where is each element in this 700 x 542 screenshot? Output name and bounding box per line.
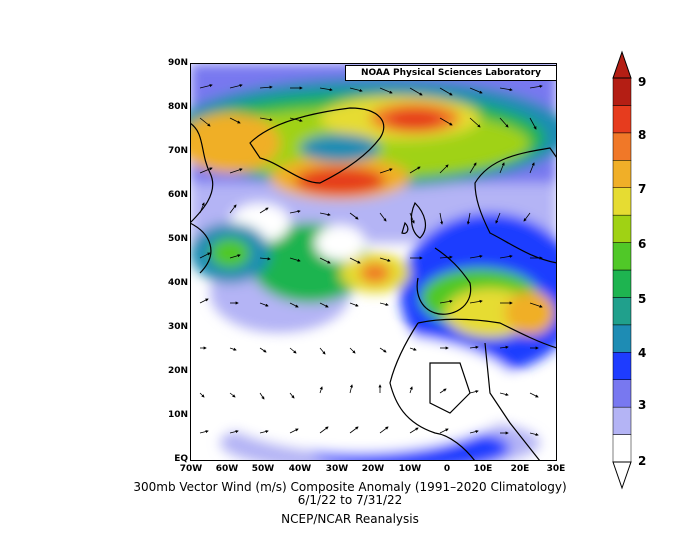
colorbar xyxy=(612,50,632,490)
colorbar-label-9: 9 xyxy=(638,75,647,89)
colorbar-label-6: 6 xyxy=(638,237,647,251)
colorbar-swatch xyxy=(612,105,632,134)
lon-label-20e: 20E xyxy=(510,464,530,474)
caption-source: NCEP/NCAR Reanalysis xyxy=(281,512,419,526)
lab-label: NOAA Physical Sciences Laboratory xyxy=(345,65,557,81)
lon-label-40w: 40W xyxy=(288,464,312,474)
lon-label-10e: 10E xyxy=(473,464,493,474)
lat-label-40n: 40N xyxy=(167,278,188,288)
colorbar-max-arrow xyxy=(612,50,632,79)
lon-label-30w: 30W xyxy=(325,464,349,474)
colorbar-swatch xyxy=(612,160,632,188)
colorbar-swatch xyxy=(612,434,632,463)
colorbar-swatch xyxy=(612,379,632,408)
colorbar-label-7: 7 xyxy=(638,182,647,196)
colorbar-label-3: 3 xyxy=(638,398,647,412)
lon-label-30e: 30E xyxy=(546,464,566,474)
lon-label-0: 0 xyxy=(443,464,451,474)
lat-label-80n: 80N xyxy=(167,102,188,112)
colorbar-swatch xyxy=(612,352,632,380)
colorbar-label-2: 2 xyxy=(638,454,647,468)
colorbar-swatch xyxy=(612,77,632,106)
colorbar-label-8: 8 xyxy=(638,128,647,142)
lat-label-eq: EQ xyxy=(174,454,188,464)
caption-title: 300mb Vector Wind (m/s) Composite Anomal… xyxy=(133,480,567,494)
colorbar-swatch xyxy=(612,324,632,353)
colorbar-swatch xyxy=(612,187,632,216)
lon-label-10w: 10W xyxy=(398,464,422,474)
colorbar-swatch xyxy=(612,214,632,243)
anomaly-shading xyxy=(190,63,557,461)
colorbar-swatch xyxy=(612,132,632,161)
lat-label-70n: 70N xyxy=(167,146,188,156)
colorbar-min-arrow xyxy=(612,461,632,490)
lon-label-70w: 70W xyxy=(179,464,203,474)
lon-label-60w: 60W xyxy=(215,464,239,474)
colorbar-swatch xyxy=(612,269,632,298)
lat-label-50n: 50N xyxy=(167,234,188,244)
map-svg xyxy=(190,63,557,461)
colorbar-swatch xyxy=(612,406,632,435)
colorbar-label-4: 4 xyxy=(638,346,647,360)
lat-label-10n: 10N xyxy=(167,410,188,420)
wind-anomaly-map xyxy=(190,63,557,461)
lon-label-20w: 20W xyxy=(361,464,385,474)
lat-label-90n: 90N xyxy=(167,58,188,68)
lat-label-30n: 30N xyxy=(167,322,188,332)
colorbar-label-5: 5 xyxy=(638,292,647,306)
caption-dates: 6/1/22 to 7/31/22 xyxy=(297,493,403,507)
wind-vectors xyxy=(199,84,543,436)
lat-label-60n: 60N xyxy=(167,190,188,200)
colorbar-swatch xyxy=(612,297,632,326)
lon-label-50w: 50W xyxy=(251,464,275,474)
lat-label-20n: 20N xyxy=(167,366,188,376)
colorbar-swatch xyxy=(612,242,632,271)
